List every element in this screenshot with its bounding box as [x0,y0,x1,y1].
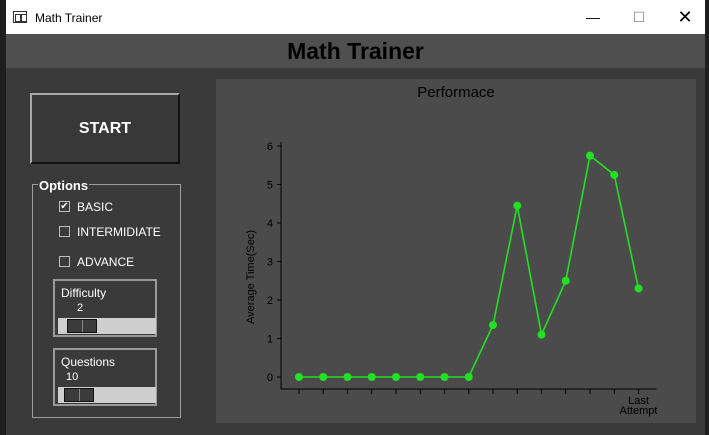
difficulty-slider[interactable] [58,318,156,334]
x-tick-label: Attempt [620,405,658,417]
chart-title: Performace [417,84,495,101]
intermidiate-check-box[interactable] [59,226,70,237]
difficulty-group: Difficulty 2 [53,279,157,337]
questions-group: Questions 10 [53,348,157,406]
options-group: Options ✔ BASIC INTERMIDIATE ADVANCE Dif… [32,178,181,418]
y-tick-label: 1 [267,334,273,346]
y-tick-label: 3 [267,257,273,269]
data-point [513,201,522,210]
questions-slider-handle[interactable] [64,388,95,402]
performance-chart: Performace Average Time(Sec) 0 1 2 3 4 5 6 Last… [245,84,658,417]
y-tick-label: 6 [267,141,273,153]
performance-chart-panel: Performace Average Time(Sec) 0 1 2 3 4 5 6 Last… [216,79,696,423]
data-point [537,330,546,339]
advance-label: ADVANCE [77,255,135,269]
data-point [319,373,328,381]
difficulty-slider-handle[interactable] [67,319,98,333]
basic-label: BASIC [77,200,114,214]
close-button[interactable]: ✕ [677,7,693,27]
y-tick-label: 2 [267,295,273,307]
data-point [634,284,643,293]
basic-check-box[interactable]: ✔ [59,201,70,212]
data-point [392,373,400,381]
data-point [561,276,570,285]
data-point [464,373,473,381]
start-button[interactable]: START [30,93,180,164]
data-point [295,373,303,381]
difficulty-value: 2 [77,302,84,314]
questions-label: Questions [61,355,116,369]
intermidiate-label: INTERMIDIATE [77,225,161,239]
questions-slider[interactable] [58,387,156,403]
data-point [416,373,425,381]
series-line [299,154,640,378]
y-tick-label: 5 [267,180,273,192]
data-point [367,373,376,381]
app-header: Math Trainer [6,34,705,68]
y-tick-label: 4 [267,218,273,230]
minimize-button[interactable]: — [586,9,600,25]
questions-value: 10 [66,371,79,383]
y-axis-label: Average Time(Sec) [245,230,257,324]
difficulty-label: Difficulty [61,286,107,300]
y-tick-label: 0 [267,372,273,384]
window-title: Math Trainer [35,11,103,25]
data-point [610,170,619,179]
data-point [586,151,594,160]
maximize-button[interactable]: ☐ [632,9,646,25]
app-book-icon [13,11,27,23]
data-point [440,373,449,381]
data-point [343,373,352,381]
app-title: Math Trainer [287,38,424,64]
title-bar[interactable]: Math Trainer — ☐ ✕ [6,0,705,34]
x-tick-label: Last [628,395,649,407]
app-window: Math Trainer — ☐ ✕ Math Trainer START Op… [6,0,705,435]
advance-check-box[interactable] [59,256,70,267]
options-legend: Options [38,178,90,193]
data-point [489,321,497,330]
